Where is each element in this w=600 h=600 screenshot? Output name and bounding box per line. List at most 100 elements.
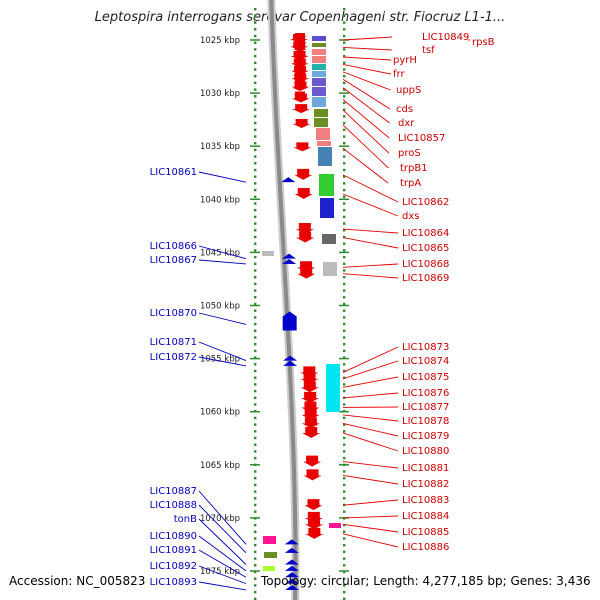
scale-dot <box>254 21 257 24</box>
forward-gene-arrow <box>300 372 319 384</box>
scale-dot <box>254 570 257 574</box>
scale-dot <box>254 369 257 373</box>
reverse-gene-label: LIC10871 <box>150 337 197 348</box>
reverse-gene-arrow <box>284 565 299 571</box>
scale-dot <box>254 34 257 38</box>
scale-dot <box>343 182 346 185</box>
forward-leader-line <box>342 56 392 61</box>
reverse-gene-arrow <box>282 258 297 264</box>
scale-dot <box>343 121 346 125</box>
reverse-leader-line <box>198 565 247 585</box>
forward-gene-label: LIC10880 <box>402 446 449 457</box>
forward-gene-label: LIC10869 <box>402 273 449 284</box>
forward-gene-label: LIC10849 <box>422 32 469 43</box>
reverse-gene-arrow <box>284 547 299 553</box>
forward-leader-line <box>342 533 399 548</box>
scale-dot <box>343 430 346 433</box>
reverse-gene-label: LIC10867 <box>150 255 197 266</box>
scale-dot <box>254 175 257 178</box>
reverse-leader-line <box>198 504 247 554</box>
scale-dot <box>254 309 257 312</box>
scale-dot <box>254 322 257 326</box>
scale-dot <box>343 523 346 527</box>
forward-gene-arrow-small <box>293 33 307 39</box>
scale-dot <box>343 470 346 473</box>
forward-leader-line <box>342 46 392 51</box>
similarity-block <box>314 118 328 127</box>
reverse-leader-line <box>198 259 247 265</box>
scale-dot <box>254 510 257 513</box>
scale-dot <box>254 296 257 299</box>
forward-leader-line <box>342 499 399 506</box>
forward-gene-label: LIC10868 <box>402 259 449 270</box>
scale-tick-label: 1065 kbp <box>200 461 240 471</box>
forward-gene-arrow <box>296 231 315 243</box>
scale-dot <box>254 195 257 198</box>
forward-leader-line <box>342 174 399 203</box>
forward-gene-arrow-small <box>293 65 307 72</box>
scale-dot <box>254 470 257 473</box>
reverse-leader-line <box>198 535 247 572</box>
scale-dot <box>254 101 257 105</box>
scale-dot <box>343 269 346 272</box>
reverse-gene-arrow <box>281 177 296 183</box>
scale-dot <box>343 316 346 319</box>
forward-gene-arrow <box>300 381 319 393</box>
similarity-block <box>312 71 326 77</box>
forward-leader-line <box>342 263 399 268</box>
scale-dot <box>343 101 346 105</box>
forward-gene-label: LIC10874 <box>402 356 449 367</box>
forward-gene-arrow <box>305 518 324 530</box>
forward-leader-line <box>342 422 399 437</box>
scale-dot <box>343 128 346 131</box>
forward-gene-label: LIC10865 <box>402 243 449 254</box>
forward-gene-arrow-small <box>293 85 307 91</box>
scale-dot <box>254 490 257 493</box>
forward-gene-arrow <box>292 118 311 128</box>
forward-leader-line <box>342 228 399 234</box>
scale-dot <box>343 389 346 393</box>
scale-dot <box>254 336 257 339</box>
forward-gene-label: LIC10877 <box>402 402 449 413</box>
scale-dot <box>343 115 346 118</box>
scale-dot <box>343 296 346 299</box>
scale-dot <box>343 48 346 51</box>
scale-dot <box>254 229 257 232</box>
scale-dot <box>254 530 257 533</box>
scale-tick-label: 1030 kbp <box>200 89 240 99</box>
forward-leader-line <box>342 474 399 485</box>
forward-gene-label: pyrH <box>393 55 417 66</box>
topology-text: Topology: circular; Length: 4,277,185 bp… <box>261 574 591 588</box>
forward-leader-line <box>342 414 399 422</box>
scale-dot <box>343 28 346 31</box>
scale-dot <box>254 108 257 111</box>
similarity-block <box>329 523 341 528</box>
scale-dot <box>254 81 257 85</box>
similarity-block <box>312 87 326 96</box>
scale-dot <box>254 302 257 306</box>
reverse-gene-label: LIC10891 <box>150 545 197 556</box>
scale-tick-labels: 1025 kbp 1030 kbp 1035 kbp 1040 kbp 1045 kbp… <box>200 36 349 577</box>
reverse-gene-arrow <box>284 539 299 545</box>
scale-dot <box>343 95 346 98</box>
scale-dot <box>343 162 346 165</box>
similarity-block <box>323 262 337 276</box>
scale-dot <box>254 416 257 420</box>
forward-gene-label: uppS <box>396 85 421 96</box>
scale-dot <box>254 550 257 554</box>
reverse-leader-line <box>198 312 247 325</box>
scale-dot <box>254 128 257 131</box>
scale-dot <box>343 155 346 158</box>
scale-dot <box>343 329 346 332</box>
scale-dot <box>343 215 346 219</box>
scale-dot <box>343 356 346 359</box>
forward-leader-line <box>342 71 391 91</box>
scale-dot <box>254 222 257 225</box>
scale-dot <box>343 363 346 366</box>
scale-dot <box>254 537 257 540</box>
scale-dot <box>254 88 257 91</box>
scale-dot <box>343 108 346 111</box>
scale-dot <box>343 229 346 232</box>
scale-dot <box>343 41 346 44</box>
